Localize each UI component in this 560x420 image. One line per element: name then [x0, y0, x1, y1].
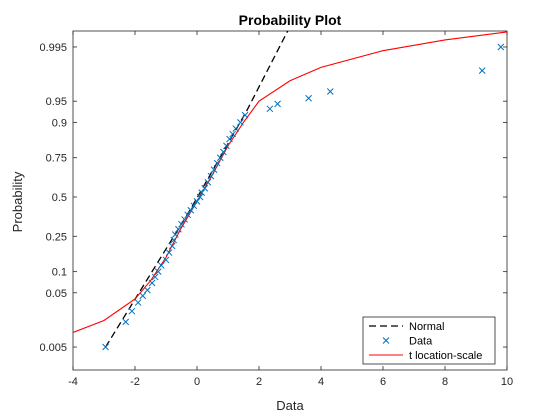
data-point-marker — [190, 202, 198, 210]
data-point-marker — [178, 220, 185, 228]
data-point-marker — [165, 249, 173, 256]
plot-area: -4 -2 0 2 4 6 8 10 0.005 0.05 0.1 0.25 0.5 0.75 0.9 0.9… — [39, 30, 513, 388]
data-point-marker — [128, 307, 136, 315]
legend-box — [362, 316, 496, 365]
y-tick-label: 0.995 — [39, 42, 67, 54]
data-point-marker — [184, 211, 192, 219]
y-tick-label: 0.05 — [46, 288, 67, 300]
data-point-marker — [175, 225, 182, 233]
axes-box — [72, 30, 508, 371]
data-point-marker — [305, 94, 312, 102]
data-point-marker — [187, 206, 195, 214]
x-tick-label: 2 — [256, 376, 262, 388]
data-point-marker — [162, 256, 170, 264]
y-tick-label: 0.5 — [52, 192, 67, 204]
x-tick-label: -2 — [130, 376, 140, 388]
data-point-marker — [213, 159, 221, 167]
data-point-marker — [207, 172, 215, 180]
data-point-marker — [144, 286, 151, 294]
data-point-marker — [210, 166, 218, 174]
x-tick-label: 0 — [194, 376, 200, 388]
data-point-marker — [241, 111, 249, 119]
data-point-marker — [232, 125, 240, 132]
data-point-marker — [204, 178, 212, 186]
data-point-marker — [168, 242, 176, 250]
x-tick-label: 4 — [318, 376, 324, 388]
data-point-marker — [226, 135, 233, 143]
x-tick-label: 6 — [380, 376, 386, 388]
y-tick-label: 0.75 — [46, 153, 67, 165]
data-point-marker — [326, 88, 334, 95]
x-tick-label: 8 — [442, 376, 448, 388]
y-tick-label: 0.25 — [46, 231, 67, 243]
data-point-marker — [216, 154, 224, 162]
data-point-marker — [181, 216, 188, 223]
legend-swatch-data — [382, 337, 390, 344]
legend-entry-label: Data — [409, 336, 433, 348]
y-tick-label: 0.1 — [52, 267, 67, 279]
data-point-marker — [154, 268, 162, 276]
data-point-marker — [229, 130, 237, 138]
y-tick-label: 0.9 — [52, 117, 67, 129]
data-point-marker — [139, 292, 147, 300]
data-point-marker — [157, 262, 165, 269]
data-point-marker — [219, 148, 227, 156]
data-point-marker — [151, 273, 159, 281]
data-point-marker — [134, 299, 142, 306]
x-axis-label: Data — [276, 398, 304, 413]
data-point-marker — [223, 142, 230, 150]
data-point-marker — [237, 119, 244, 126]
data-point-marker — [266, 105, 274, 113]
data-point-marker — [201, 184, 209, 192]
plot-clip-group — [73, 31, 507, 351]
data-point-marker — [478, 67, 486, 74]
data-point-marker — [122, 318, 130, 326]
chart-title: Probability Plot — [239, 12, 342, 28]
data-point-marker — [171, 231, 179, 238]
data-point-marker — [497, 43, 505, 51]
data-point-marker — [274, 100, 281, 108]
data-point-marker — [193, 198, 201, 205]
data-point-marker — [198, 189, 206, 196]
data-point-marker — [196, 193, 204, 201]
y-axis-label: Probability — [10, 171, 25, 232]
data-point-marker — [170, 236, 178, 244]
legend-entry-label: Normal — [409, 321, 444, 333]
legend-entry-label: t location-scale — [409, 350, 482, 362]
normal-reference-line — [104, 31, 289, 348]
y-tick-label: 0.005 — [39, 342, 67, 354]
x-tick-label: -4 — [68, 376, 78, 388]
data-point-marker — [102, 343, 109, 351]
data-point-marker — [148, 279, 156, 287]
x-tick-label: 10 — [501, 376, 513, 388]
y-tick-label: 0.95 — [46, 96, 67, 108]
